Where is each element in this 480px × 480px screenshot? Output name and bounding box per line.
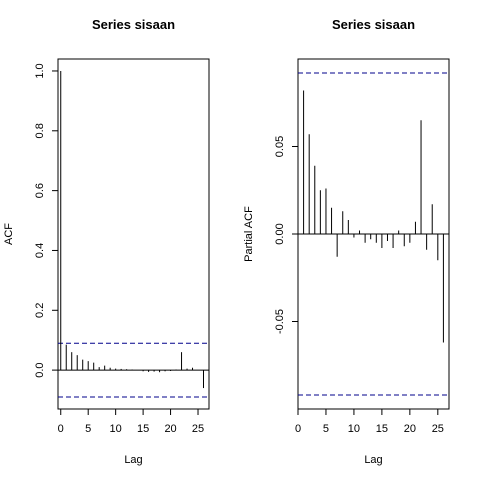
y-tick-label: 0.4 bbox=[34, 243, 46, 258]
x-tick-label: 0 bbox=[295, 423, 301, 435]
x-tick-label: 25 bbox=[192, 423, 204, 435]
y-tick-label: 1.0 bbox=[34, 63, 46, 78]
x-tick-label: 15 bbox=[137, 423, 149, 435]
y-tick-label: 0.8 bbox=[34, 123, 46, 138]
y-tick-label: -0.05 bbox=[274, 309, 286, 334]
x-tick-label: 10 bbox=[110, 423, 122, 435]
chart-title: Series sisaan bbox=[332, 17, 415, 32]
x-tick-label: 0 bbox=[58, 423, 64, 435]
x-tick-label: 10 bbox=[348, 423, 360, 435]
chart-panel-1: Series sisaan 0 5 10 15 20 25 0.0 0.2 0.4 0.6 0.8 1.… bbox=[3, 17, 210, 466]
x-tick-label: 15 bbox=[376, 423, 388, 435]
y-tick-label: 0.00 bbox=[274, 223, 286, 244]
y-tick-label: 0.0 bbox=[34, 362, 46, 377]
y-tick-label: 0.2 bbox=[34, 303, 46, 318]
x-tick-label: 25 bbox=[432, 423, 444, 435]
x-axis-label: Lag bbox=[124, 454, 142, 466]
x-axis-label: Lag bbox=[364, 454, 382, 466]
y-tick-label: 0.6 bbox=[34, 183, 46, 198]
chart-panel-2: Series sisaan 0 5 10 15 20 25 -0.05 0.00 0.05 Lag P… bbox=[243, 17, 450, 466]
y-axis-label: Partial ACF bbox=[243, 206, 255, 262]
chart-title: Series sisaan bbox=[92, 17, 175, 32]
y-axis-label: ACF bbox=[3, 223, 15, 245]
y-tick-label: 0.05 bbox=[274, 136, 286, 157]
x-tick-label: 5 bbox=[85, 423, 91, 435]
plot-frame bbox=[57, 58, 210, 410]
x-tick-label: 5 bbox=[323, 423, 329, 435]
x-tick-label: 20 bbox=[164, 423, 176, 435]
x-tick-label: 20 bbox=[404, 423, 416, 435]
